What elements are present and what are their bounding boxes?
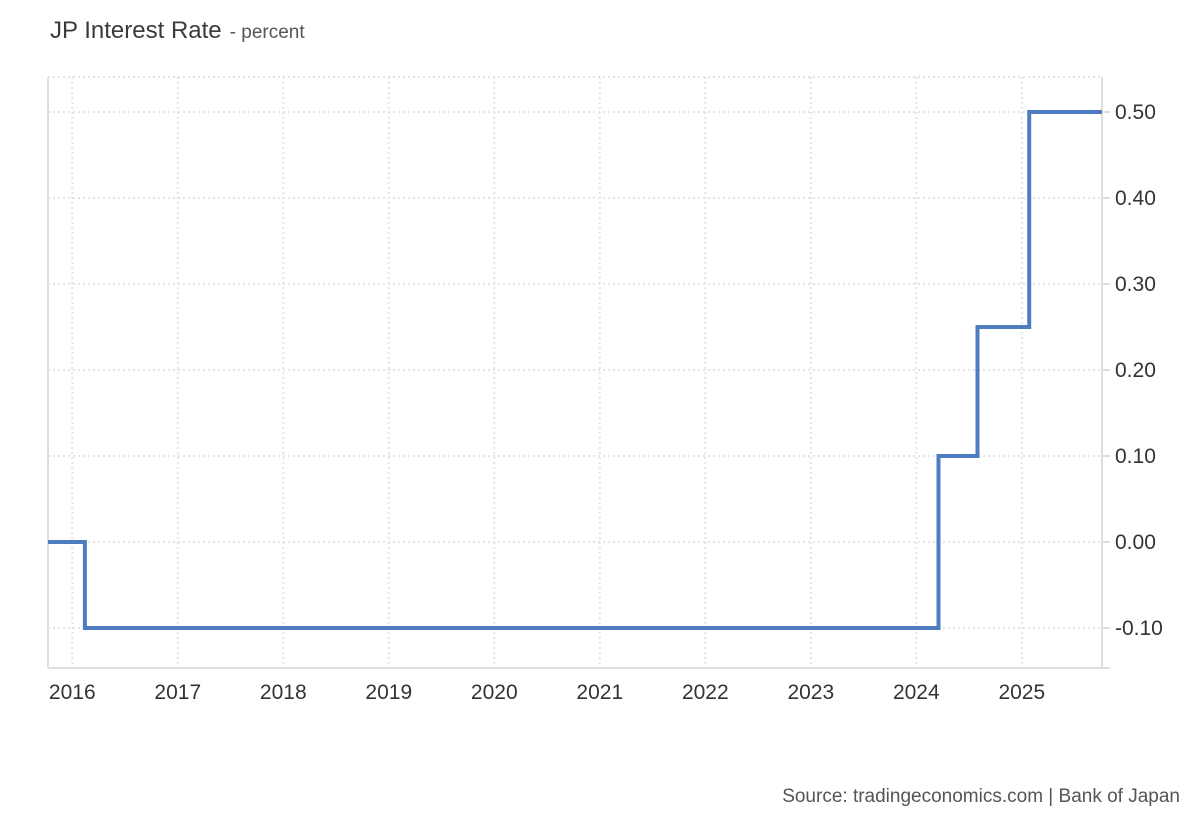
x-tick-label: 2024: [893, 681, 940, 704]
source-attribution: Source: tradingeconomics.com | Bank of J…: [782, 786, 1180, 807]
x-tick-label: 2019: [365, 681, 412, 704]
y-tick-label: 0.20: [1115, 359, 1156, 382]
y-tick-label: 0.50: [1115, 101, 1156, 124]
y-tick-label: 0.40: [1115, 187, 1156, 210]
chart-unit: - percent: [229, 22, 305, 43]
x-tick-label: 2022: [682, 681, 729, 704]
x-tick-label: 2023: [787, 681, 834, 704]
x-tick-label: 2021: [576, 681, 623, 704]
x-tick-label: 2020: [471, 681, 518, 704]
x-tick-label: 2025: [998, 681, 1045, 704]
y-tick-label: -0.10: [1115, 617, 1163, 640]
y-tick-label: 0.00: [1115, 531, 1156, 554]
series-line: [48, 110, 1102, 630]
y-tick-label: 0.10: [1115, 445, 1156, 468]
chart-header: JP Interest Rate - percent: [50, 17, 305, 45]
x-tick-label: 2016: [49, 681, 96, 704]
x-tick-label: 2017: [154, 681, 201, 704]
chart-title: JP Interest Rate: [50, 17, 222, 44]
y-tick-label: 0.30: [1115, 273, 1156, 296]
x-tick-label: 2018: [260, 681, 307, 704]
